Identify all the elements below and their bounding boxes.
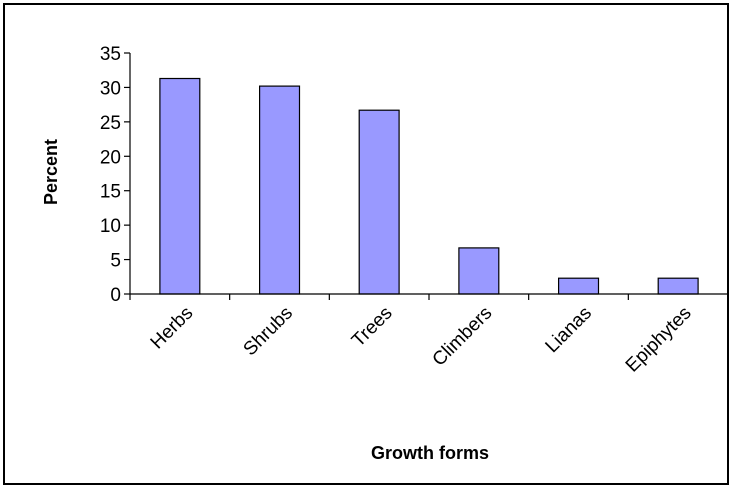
x-tick-label-herbs: Herbs bbox=[147, 303, 198, 354]
y-tick-label-25: 25 bbox=[100, 113, 121, 134]
bar-trees bbox=[358, 109, 400, 295]
bar-epiphytes bbox=[657, 277, 699, 295]
x-tick-label-shrubs: Shrubs bbox=[240, 303, 297, 360]
x-tick-label-lianas: Lianas bbox=[542, 303, 596, 357]
y-tick-label-30: 30 bbox=[100, 78, 121, 99]
x-tick-label-climbers: Climbers bbox=[429, 303, 497, 371]
bar-shrubs bbox=[259, 85, 301, 295]
x-tick-label-trees: Trees bbox=[348, 303, 397, 352]
y-tick-label-10: 10 bbox=[100, 216, 121, 237]
bar-herbs bbox=[159, 77, 201, 295]
y-tick-label-5: 5 bbox=[110, 251, 121, 272]
y-tick-label-35: 35 bbox=[100, 44, 121, 65]
x-tick-label-epiphytes: Epiphytes bbox=[622, 303, 696, 377]
plot-area: 0 5 10 15 20 25 30 35 Herbs Shrubs Trees Climbers Li… bbox=[100, 44, 729, 377]
y-axis-title: Percent bbox=[41, 139, 61, 205]
y-tick-label-0: 0 bbox=[110, 285, 121, 306]
y-tick-label-20: 20 bbox=[100, 147, 121, 168]
y-tick-label-15: 15 bbox=[100, 182, 121, 203]
x-axis-title: Growth forms bbox=[371, 443, 489, 463]
bar-climbers bbox=[458, 247, 500, 295]
bar-lianas bbox=[557, 277, 600, 295]
